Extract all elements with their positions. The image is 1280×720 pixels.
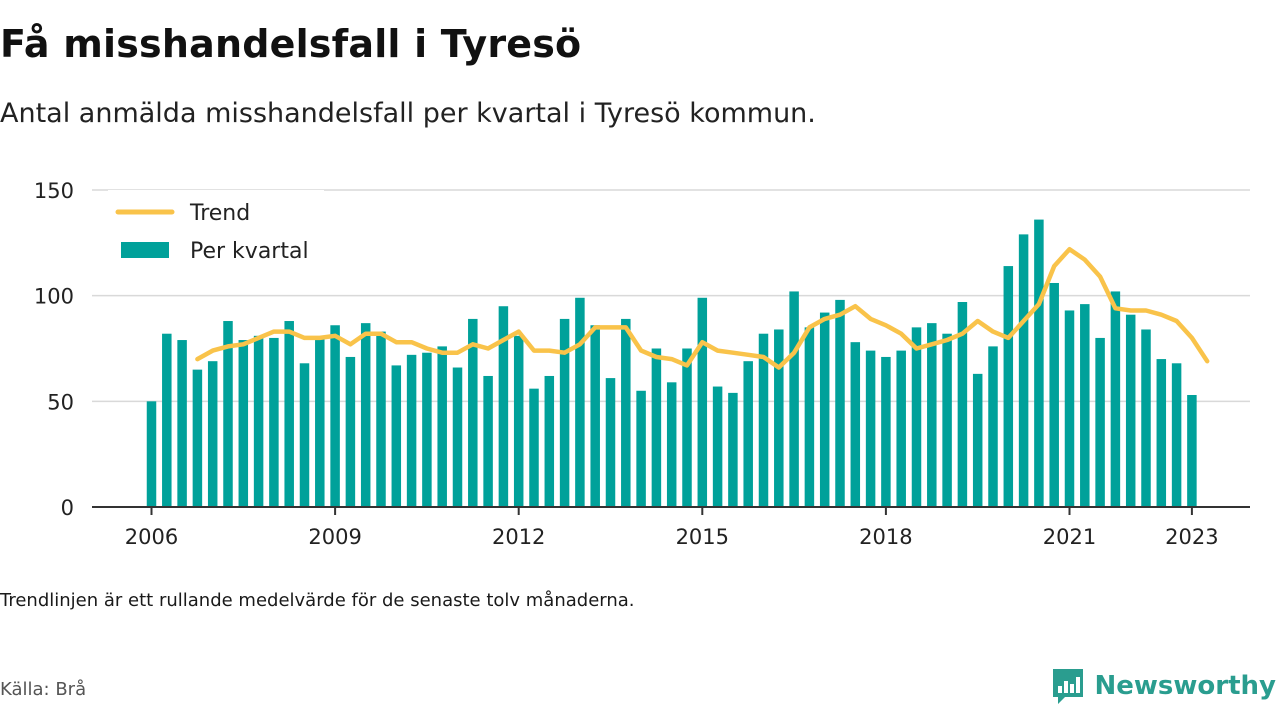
- bar-51: [927, 323, 937, 507]
- bar-63: [1110, 291, 1121, 507]
- bar-29: [590, 325, 600, 507]
- x-tick-label-2015: 2015: [676, 525, 729, 549]
- bar-2: [177, 340, 187, 507]
- bar-49: [896, 350, 906, 507]
- bar-4: [207, 361, 218, 507]
- y-tick-label-150: 150: [34, 179, 74, 203]
- bar-68: [1187, 394, 1197, 507]
- x-tick-label-2018: 2018: [859, 525, 912, 549]
- y-tick-label-50: 50: [47, 390, 74, 414]
- bar-62: [1095, 337, 1105, 507]
- bar-61: [1080, 304, 1090, 507]
- bar-35: [682, 348, 692, 507]
- bar-67: [1171, 363, 1182, 507]
- bar-27: [559, 318, 570, 507]
- bar-39: [743, 361, 753, 507]
- bar-18: [422, 352, 432, 507]
- bar-5: [223, 321, 233, 507]
- bar-25: [529, 388, 539, 507]
- bar-50: [911, 327, 922, 507]
- source-label: Källa: Brå: [0, 679, 87, 700]
- bar-12: [330, 325, 340, 507]
- bar-1: [162, 333, 172, 507]
- bar-55: [988, 346, 998, 507]
- brand-name: Newsworthy: [1094, 671, 1276, 701]
- chart-title: Få misshandelsfall i Tyresö: [0, 22, 582, 66]
- bar-3: [192, 369, 203, 507]
- newsworthy-logo-icon: [1052, 669, 1083, 704]
- bar-13: [345, 356, 356, 507]
- bar-32: [636, 390, 646, 507]
- bar-23: [498, 306, 509, 507]
- bar-10: [299, 363, 310, 507]
- bar-6: [238, 340, 249, 507]
- bar-chart: 0 50 100 150 2006 2009 2012 2015 2018 2021 2023 T…: [34, 179, 1250, 549]
- bar-58: [1034, 219, 1044, 507]
- bar-21: [468, 318, 478, 507]
- legend-trend-label: Trend: [189, 201, 250, 226]
- x-tick-label-2012: 2012: [492, 525, 545, 549]
- bar-20: [452, 367, 463, 507]
- legend-bar-label: Per kvartal: [190, 239, 309, 264]
- brand-logo: Newsworthy: [1051, 664, 1276, 708]
- x-tick-label-2023: 2023: [1165, 525, 1218, 549]
- bar-9: [284, 321, 294, 507]
- y-tick-label-100: 100: [34, 285, 74, 309]
- bar-15: [376, 331, 386, 507]
- bar-7: [253, 335, 264, 507]
- bar-57: [1018, 234, 1029, 507]
- bar-24: [513, 335, 524, 507]
- bar-40: [758, 333, 769, 507]
- legend: Trend Per kvartal: [108, 190, 324, 272]
- bar-14: [360, 323, 371, 507]
- bar-54: [972, 373, 983, 507]
- bar-44: [819, 312, 830, 507]
- y-tick-label-0: 0: [61, 496, 74, 520]
- bar-0: [146, 401, 157, 507]
- bar-64: [1125, 314, 1136, 507]
- bar-36: [697, 297, 708, 507]
- x-axis: 2006 2009 2012 2015 2018 2021 2023: [92, 506, 1250, 549]
- bar-60: [1064, 310, 1075, 507]
- x-tick-label-2009: 2009: [308, 525, 361, 549]
- bar-19: [437, 346, 447, 507]
- bar-28: [575, 297, 585, 507]
- bar-31: [621, 318, 631, 507]
- bar-53: [957, 302, 968, 507]
- bar-43: [804, 327, 815, 507]
- bar-16: [391, 365, 402, 507]
- bar-45: [835, 299, 845, 507]
- bar-47: [865, 350, 876, 507]
- bar-30: [605, 378, 616, 507]
- bar-48: [881, 356, 891, 507]
- bar-38: [728, 392, 738, 507]
- bar-65: [1141, 329, 1151, 507]
- bar-11: [315, 337, 325, 507]
- trend-line-layer: [195, 246, 1210, 370]
- trend-line: [195, 246, 1210, 370]
- x-tick-label-2021: 2021: [1043, 525, 1096, 549]
- bar-56: [1003, 266, 1014, 507]
- bar-33: [651, 348, 662, 507]
- bar-52: [942, 333, 952, 507]
- x-tick-label-2006: 2006: [125, 525, 178, 549]
- footnote: Trendlinjen är ett rullande medelvärde f…: [0, 590, 635, 611]
- bars-per-kvartal: [146, 219, 1197, 507]
- legend-bar-swatch: [121, 242, 169, 258]
- bar-34: [666, 382, 677, 507]
- bar-59: [1049, 282, 1059, 507]
- bar-42: [789, 291, 799, 507]
- bar-66: [1156, 359, 1167, 507]
- bar-17: [406, 354, 417, 507]
- chart-subtitle: Antal anmälda misshandelsfall per kvarta…: [0, 98, 816, 129]
- bar-8: [269, 337, 279, 507]
- legend-background: [108, 190, 324, 272]
- bar-46: [850, 342, 861, 507]
- bar-41: [774, 329, 784, 507]
- bar-26: [544, 375, 555, 507]
- bar-37: [712, 386, 723, 507]
- bar-22: [483, 375, 493, 507]
